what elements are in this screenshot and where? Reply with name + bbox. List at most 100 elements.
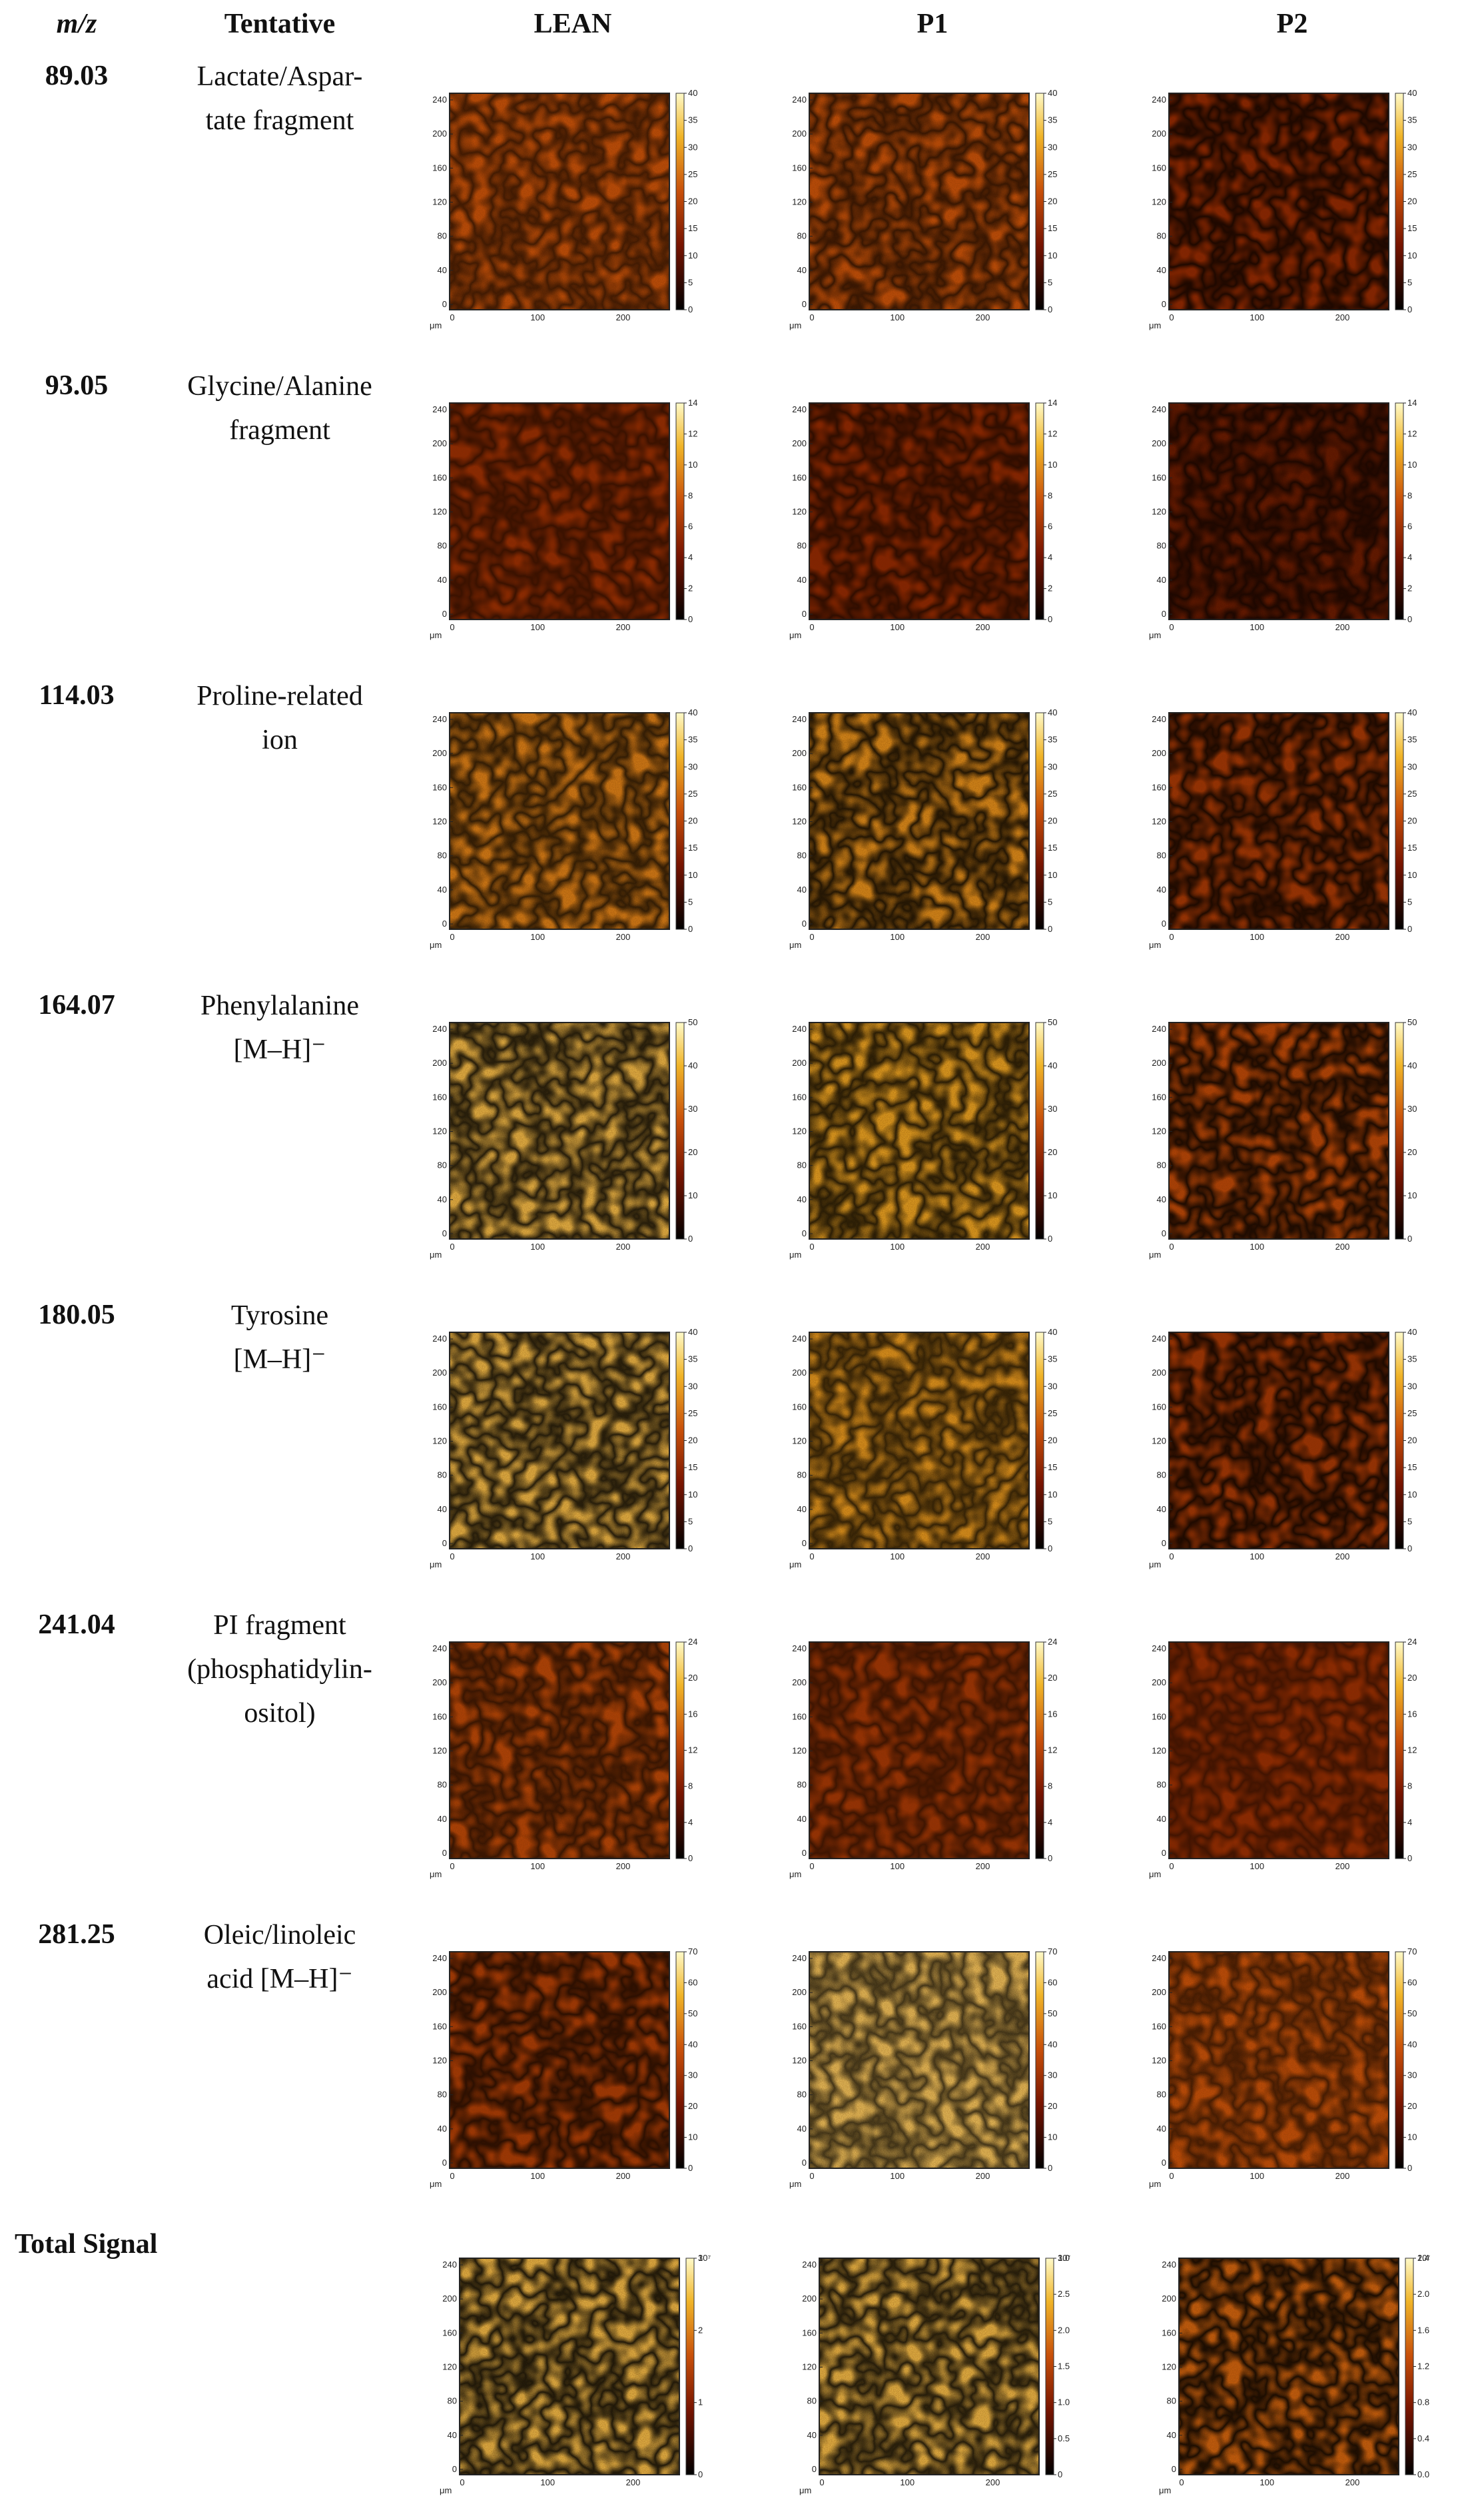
y-tick-label: 160 [1152,1092,1166,1102]
y-tick-label: 0 [442,2158,447,2168]
ion-image-panel: 0 40 80 120 160 200 240 0 100 200 μm 0 5 10 15 20 25 30 35… [1146,706,1425,959]
crack-pattern [1169,93,1389,310]
unit-label: μm [799,2485,811,2495]
y-tick-label: 200 [432,438,447,448]
colorbar-tick-label: 1.5 [1058,2361,1070,2371]
header-lean: LEAN [534,9,612,39]
colorbar-tick-label: 30 [1048,1104,1057,1114]
colorbar [685,2258,695,2475]
unit-label: μm [789,1250,801,1260]
unit-label: μm [1149,1869,1161,1879]
colorbar-tick-label: 30 [1407,1104,1417,1114]
y-tick-label: 40 [1157,265,1166,275]
colorbar-tick-label: 14 [688,398,697,408]
y-tick-label: 80 [797,851,807,861]
y-tick-label: 80 [797,1470,807,1480]
unit-label: μm [430,630,442,640]
colorbar-tick-label: 40 [1407,1327,1417,1337]
ion-image-panel: 0 40 80 120 160 200 240 0 100 200 μm 0 10 20 30 40 50 [1146,1016,1425,1269]
ion-image-panel: 0 40 80 120 160 200 240 0 100 200 μm 0 10 20 30 40 50 60 7… [1146,1945,1425,2198]
x-tick-label: 100 [530,312,545,322]
x-tick-label: 100 [1250,1861,1264,1871]
colorbar-tick-label: 40 [688,1060,697,1070]
y-tick-label: 40 [1167,2430,1176,2440]
colorbar-tick-label: 0 [688,924,693,934]
row-tentative-label: Tyrosine [230,1300,329,1331]
y-tick-label: 200 [792,1677,807,1687]
colorbar [675,402,685,620]
crack-pattern [809,1642,1029,1859]
colorbar-tick-label: 15 [688,1462,697,1472]
crack-pattern [450,1023,669,1239]
row-tentative-label: Phenylalanine [200,991,359,1021]
ion-image-panel: 0 40 80 120 160 200 240 0 100 200 μm 0 5 10 15 20 25 30 35… [426,87,706,340]
colorbar [1395,402,1404,620]
crack-pattern [1179,2258,1399,2475]
colorbar-tick-label: 2.0 [1058,2325,1070,2335]
x-tick-label: 100 [530,1551,545,1561]
y-tick-label: 160 [792,472,807,482]
x-tick-label: 200 [616,2171,631,2181]
crack-pattern [1169,1952,1389,2168]
y-tick-label: 40 [438,575,447,585]
y-tick-label: 160 [1152,472,1166,482]
colorbar-tick-label: 25 [1407,169,1417,179]
colorbar-tick-label: 15 [1407,843,1417,853]
crack-pattern [1169,713,1389,929]
colorbar-tick-label: 30 [1048,142,1057,152]
colorbar-tick-label: 30 [1048,2070,1057,2080]
colorbar-tick-label: 15 [1407,223,1417,233]
y-tick-label: 200 [432,1677,447,1687]
y-tick-label: 0 [1162,1538,1166,1548]
y-tick-label: 80 [797,541,807,551]
colorbar [675,1641,685,1859]
unit-label: μm [440,2485,452,2495]
y-tick-label: 160 [432,1092,447,1102]
colorbar-tick-label: 35 [1407,735,1417,745]
colorbar-tick-label: 30 [1407,142,1417,152]
colorbar-tick-label: 20 [688,816,697,826]
unit-label: μm [789,630,801,640]
y-tick-label: 80 [1157,231,1166,241]
colorbar-tick-label: 30 [688,2070,697,2080]
total-signal-panel: 0 40 80 120 160 200 240 0 100 200 μm 0.0 0.4 0.8 1.2 1.… [1156,2252,1435,2505]
colorbar-tick-label: 10 [1407,250,1417,260]
header-p2: P2 [1276,9,1308,39]
crack-pattern [450,1952,669,2168]
colorbar-tick-label: 50 [688,2008,697,2018]
header-tentative: Tentative [224,9,336,39]
y-tick-label: 120 [792,1436,807,1446]
colorbar-tick-label: 8 [1407,490,1412,500]
y-tick-label: 40 [797,575,807,585]
colorbar-tick-label: 35 [688,115,697,125]
colorbar-tick-label: 40 [1407,707,1417,717]
colorbar-tick-label: 20 [1407,1673,1417,1683]
row-tentative-label: Proline-related [196,681,363,711]
colorbar-tick-label: 0 [1048,1543,1052,1553]
y-tick-label: 120 [792,1126,807,1136]
colorbar-tick-label: 16 [1048,1709,1057,1719]
colorbar-tick-label: 1.6 [1417,2325,1429,2335]
y-tick-label: 80 [807,2396,817,2406]
crack-pattern [809,1332,1029,1549]
x-tick-label: 0 [809,2171,814,2181]
y-tick-label: 120 [792,507,807,517]
y-tick-label: 120 [432,507,447,517]
colorbar [1035,1951,1044,2169]
y-tick-label: 240 [432,1334,447,1344]
total-signal-panel: 0 40 80 120 160 200 240 0 100 200 μm 0 0.5 1.0 1.5 2.0 2… [796,2252,1076,2505]
colorbar-tick-label: 0 [1407,304,1412,314]
colorbar-tick-label: 0 [1407,1543,1412,1553]
y-tick-label: 0 [1172,2464,1176,2474]
y-tick-label: 120 [1152,2056,1166,2066]
colorbar-tick-label: 35 [1407,115,1417,125]
colorbar-tick-label: 4 [1407,552,1412,562]
colorbar-tick-label: 0 [1048,1234,1052,1244]
x-tick-label: 100 [900,2477,914,2487]
colorbar-tick-label: 0.4 [1417,2433,1429,2443]
colorbar-tick-label: 0 [1048,924,1052,934]
x-tick-label: 200 [616,312,631,322]
colorbar-tick-label: 20 [1048,816,1057,826]
y-tick-label: 160 [802,2327,817,2337]
ion-image-panel: 0 40 80 120 160 200 240 0 100 200 μm 0 5 10 15 20 25 30 35… [786,87,1066,340]
